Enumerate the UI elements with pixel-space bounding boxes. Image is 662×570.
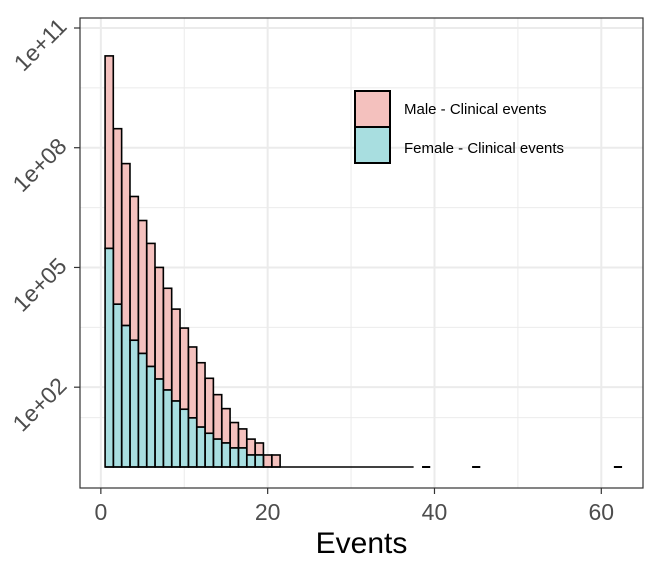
bar-female-5: [137, 352, 148, 468]
bar-female-3: [120, 324, 131, 468]
x-axis-title: Events: [316, 527, 408, 560]
legend: Male - Clinical events Female - Clinical…: [354, 90, 564, 164]
bar-male-10: [179, 327, 190, 411]
y-axis: 1e+02 1e+05 1e+08 1e+11: [7, 13, 80, 436]
bar-male-12: [196, 361, 206, 428]
bar-female-1: [104, 247, 115, 468]
bar-female-2: [112, 303, 123, 468]
bars: [104, 55, 623, 468]
bar-male-5: [137, 219, 148, 355]
bar-male-14: [212, 393, 223, 440]
bar-female-16: [229, 447, 240, 468]
bar-male-15: [221, 407, 231, 444]
x-tick-label: 60: [588, 499, 614, 525]
bar-female-11: [187, 417, 198, 468]
y-tick-label: 1e+02: [7, 372, 71, 436]
bar-female-12: [196, 426, 206, 468]
bar-female-7: [154, 378, 165, 468]
bar-male-20: [262, 454, 273, 468]
legend-label-female: Female - Clinical events: [404, 140, 564, 157]
bar-female-17: [237, 447, 248, 468]
y-tick-label: 1e+05: [7, 253, 71, 317]
bar-male-11: [187, 346, 198, 419]
bar-male-7: [154, 266, 165, 380]
bar-male-9: [171, 308, 181, 402]
legend-key-female: [354, 126, 391, 164]
y-tick-label: 1e+11: [9, 13, 72, 76]
bar-female-19: [254, 454, 265, 468]
bar-male-3: [120, 162, 131, 327]
bar-female-13: [204, 432, 215, 468]
bar-male-8: [162, 287, 173, 391]
bar-male-4: [129, 195, 140, 342]
y-tick-label: 1e+08: [7, 133, 71, 197]
plot-panel-border: [79, 17, 644, 489]
legend-label-male: Male - Clinical events: [404, 101, 547, 118]
legend-key-male: [354, 90, 391, 128]
x-tick-label: 40: [422, 499, 448, 525]
bar-male-13: [204, 377, 215, 435]
bar-female-18: [246, 454, 256, 468]
bar-male-16: [229, 421, 240, 449]
bar-male-2: [112, 127, 123, 306]
bar-male-21: [271, 454, 281, 468]
bar-female-6: [145, 365, 156, 468]
bar-female-9: [171, 400, 181, 468]
x-axis: 0 20 40 60: [94, 488, 614, 525]
bar-male-6: [145, 242, 156, 368]
bar-male-18: [246, 438, 256, 456]
x-tick-label: 20: [255, 499, 281, 525]
bar-male-1: [104, 55, 115, 250]
bar-female-8: [162, 389, 173, 468]
bar-female-10: [179, 408, 190, 468]
bar-male-19: [254, 442, 265, 456]
bar-male-17: [237, 428, 248, 449]
x-tick-label: 0: [94, 499, 107, 525]
bar-female-15: [221, 442, 231, 468]
bar-female-14: [212, 438, 223, 468]
bar-female-4: [129, 339, 140, 468]
